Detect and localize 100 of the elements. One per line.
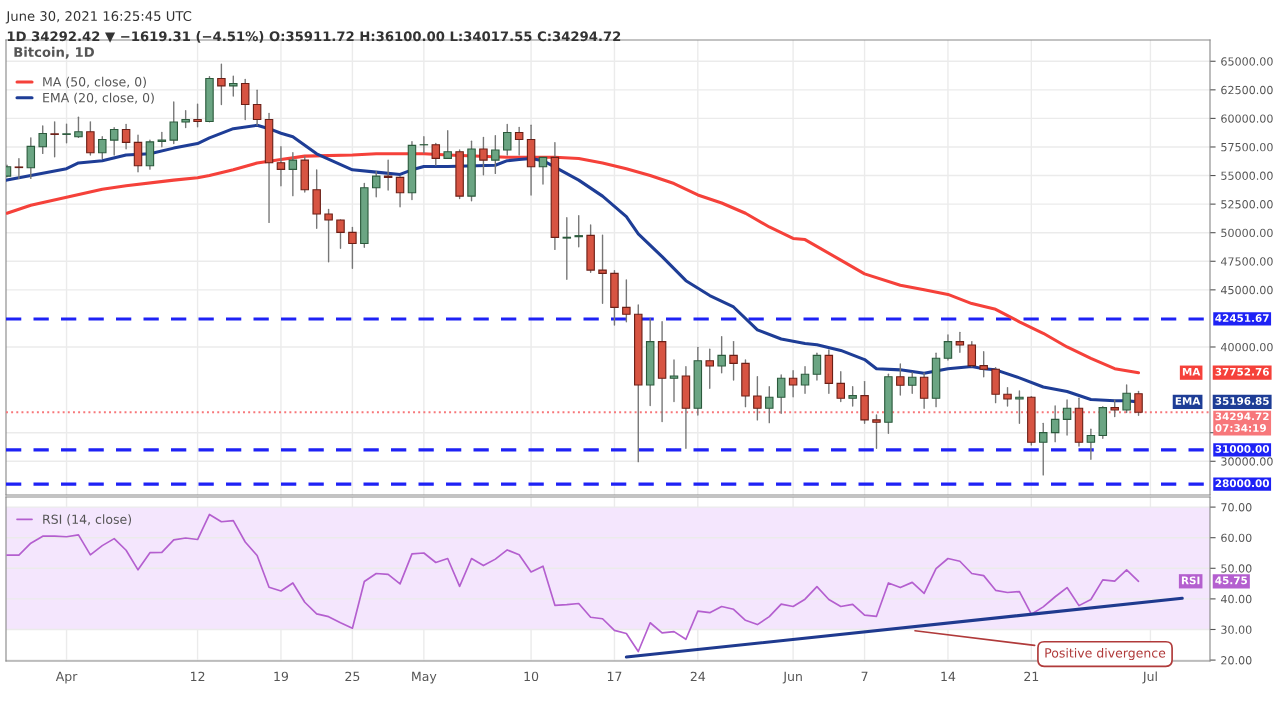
candlestick: [431, 142, 441, 166]
candlestick: [157, 131, 167, 148]
candlestick: [1086, 428, 1096, 460]
y-tick-label: 65000.00: [1221, 57, 1273, 66]
x-tick-label: Apr: [55, 671, 78, 684]
candlestick: [503, 123, 512, 156]
candlestick: [109, 127, 119, 156]
x-tick-label: 12: [190, 671, 205, 681]
candlestick: [753, 376, 762, 421]
candlestick: [836, 370, 846, 403]
candlestick: [383, 159, 393, 191]
candlestick: [812, 352, 822, 381]
candlestick: [62, 123, 71, 144]
x-tick-label: 21: [1024, 671, 1039, 681]
candlestick: [252, 89, 262, 126]
candlestick: [86, 121, 95, 156]
text: 35196.85: [1215, 397, 1269, 405]
x-tick-label: 7: [861, 671, 868, 681]
annotation: MA: [1182, 367, 1201, 376]
x-tick-label: Jul: [1142, 671, 1157, 684]
y-tick-label: 60.00: [1221, 533, 1252, 543]
y-tick-label: 70.00: [1221, 503, 1252, 512]
candlestick: [669, 359, 679, 403]
candlestick: [514, 126, 524, 156]
candlestick: [729, 340, 738, 381]
candlestick: [872, 414, 881, 449]
candlestick: [1003, 386, 1012, 407]
candlestick: [907, 372, 917, 394]
candlestick: [848, 385, 857, 407]
candlestick: [479, 136, 488, 176]
candlestick: [1134, 390, 1143, 417]
candlestick: [121, 123, 131, 150]
y-tick-label: 62500.00: [1221, 85, 1273, 95]
x-tick-label: May: [412, 671, 437, 684]
candlestick: [788, 369, 798, 398]
y-tick-label: 40.00: [1220, 594, 1252, 604]
candlestick: [38, 125, 47, 155]
y-tick-label: 52500.00: [1221, 200, 1273, 209]
x-tick-label: 24: [690, 671, 706, 681]
x-tick-label: Jun: [782, 671, 802, 684]
y-tick-label: 55000.00: [1221, 171, 1273, 180]
candlestick: [717, 336, 726, 374]
candlestick: [705, 348, 714, 389]
candlestick: [336, 219, 345, 250]
candlestick: [1062, 399, 1072, 436]
candlestick: [1122, 384, 1131, 414]
candlestick: [240, 78, 250, 121]
text: 45.75: [1215, 576, 1248, 585]
legend-label: RSI (14, close): [43, 514, 132, 526]
candlestick: [98, 136, 107, 160]
candlestick: [979, 350, 988, 378]
candlestick: [229, 75, 238, 97]
candlestick: [800, 365, 810, 394]
candlestick: [133, 134, 143, 173]
ref-line-label: 34294.72 07:34:19: [1215, 412, 1269, 432]
annotation: RSI: [1181, 576, 1200, 585]
candlestick: [919, 372, 929, 409]
y-tick-label: 57500.00: [1221, 142, 1273, 152]
x-tick-label: 19: [274, 671, 289, 682]
line-series: [6, 152, 1141, 375]
candlestick: [193, 103, 202, 128]
x-tick-label: 17: [607, 671, 622, 681]
candlestick: [562, 217, 572, 281]
ref-line-label: 31000.00: [1215, 445, 1270, 453]
candlestick: [765, 385, 774, 424]
x-tick-label: 10: [524, 671, 539, 682]
candlestick: [276, 146, 286, 187]
y-tick-label: 50.00: [1221, 564, 1252, 573]
candlestick: [324, 208, 333, 263]
candlestick: [395, 175, 405, 208]
candlestick: [598, 234, 607, 305]
chart-title: Bitcoin, 1D: [14, 46, 94, 59]
candlestick: [217, 63, 226, 106]
y-tick-label: 40000.00: [1220, 342, 1273, 352]
ref-line-label: 42451.67: [1215, 314, 1269, 322]
y-tick-label: 60000.00: [1221, 114, 1273, 123]
y-tick-label: 20.00: [1221, 656, 1252, 665]
x-tick-label: 14: [941, 671, 956, 681]
y-tick-label: 45000.00: [1220, 285, 1273, 295]
legend-label: EMA (20, close, 0): [43, 92, 154, 104]
candlestick: [1038, 422, 1048, 476]
candlestick: [776, 374, 786, 414]
y-tick-label: 30.00: [1221, 625, 1252, 634]
candlestick: [371, 171, 381, 198]
candlestick: [443, 130, 452, 160]
y-tick-label: 50000.00: [1221, 228, 1273, 238]
annotation: EMA: [1175, 397, 1201, 405]
candlestick: [1050, 405, 1060, 443]
text: June 30, 2021 16:25:45 UTC: [5, 11, 192, 24]
candlestick: [26, 137, 36, 180]
candlestick: [14, 158, 24, 180]
candlestick: [491, 135, 500, 175]
y-tick-label: 30000.00: [1221, 457, 1273, 466]
candlestick: [622, 279, 631, 323]
candlestick: [955, 331, 965, 354]
candlestick: [943, 334, 953, 361]
candlestick: [145, 139, 155, 170]
candlestick: [348, 226, 357, 270]
candlestick: [896, 363, 905, 396]
text: 37752.76: [1215, 367, 1269, 376]
